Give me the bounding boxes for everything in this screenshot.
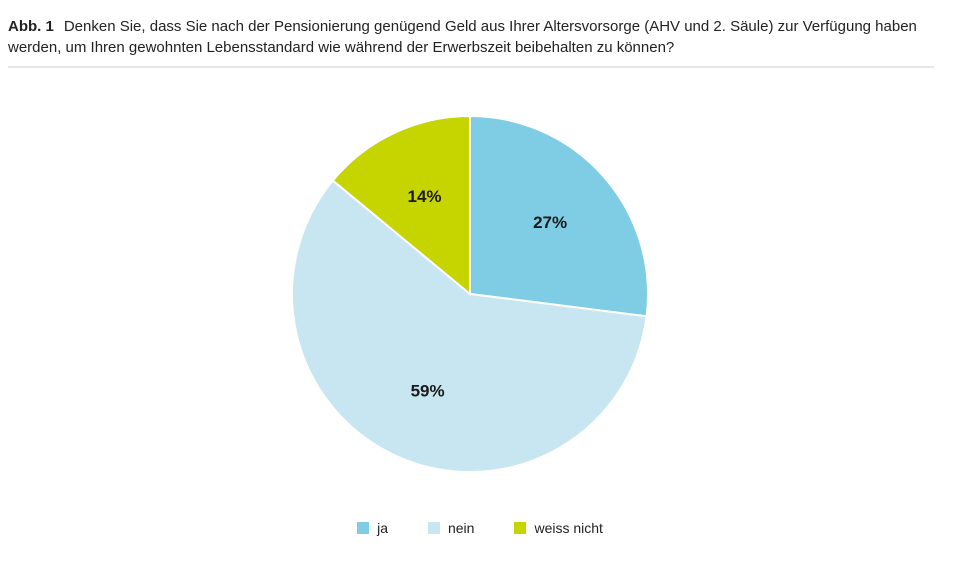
pie-slice-nein [291,179,648,473]
legend-swatch-ja [357,522,370,534]
figure-question: Denken Sie, dass Sie nach der Pensionier… [8,18,917,56]
legend-label-weiss-nicht: weiss nicht [534,520,603,536]
data-label-ja: 27% [533,213,567,232]
legend-item-nein: nein [427,520,475,536]
data-label-weiss-nicht: 14% [408,187,442,206]
figure-label: Abb. 1 [8,18,54,35]
legend-item-ja: ja [357,520,388,536]
legend-label-nein: nein [447,520,475,536]
legend-swatch-weiss-nicht [514,522,527,534]
legend-swatch-nein [427,522,440,534]
data-label-nein: 59% [411,382,445,401]
legend-item-weiss-nicht: weiss nicht [514,520,603,536]
pie-slice-ja [469,114,649,318]
pie-slice-weiss-nicht [331,114,471,297]
legend-label-ja: ja [377,520,388,536]
legend: ja nein weiss nicht [0,520,960,536]
figure-caption: Abb. 1 Denken Sie, dass Sie nach der Pens… [8,16,938,58]
divider [8,66,934,68]
